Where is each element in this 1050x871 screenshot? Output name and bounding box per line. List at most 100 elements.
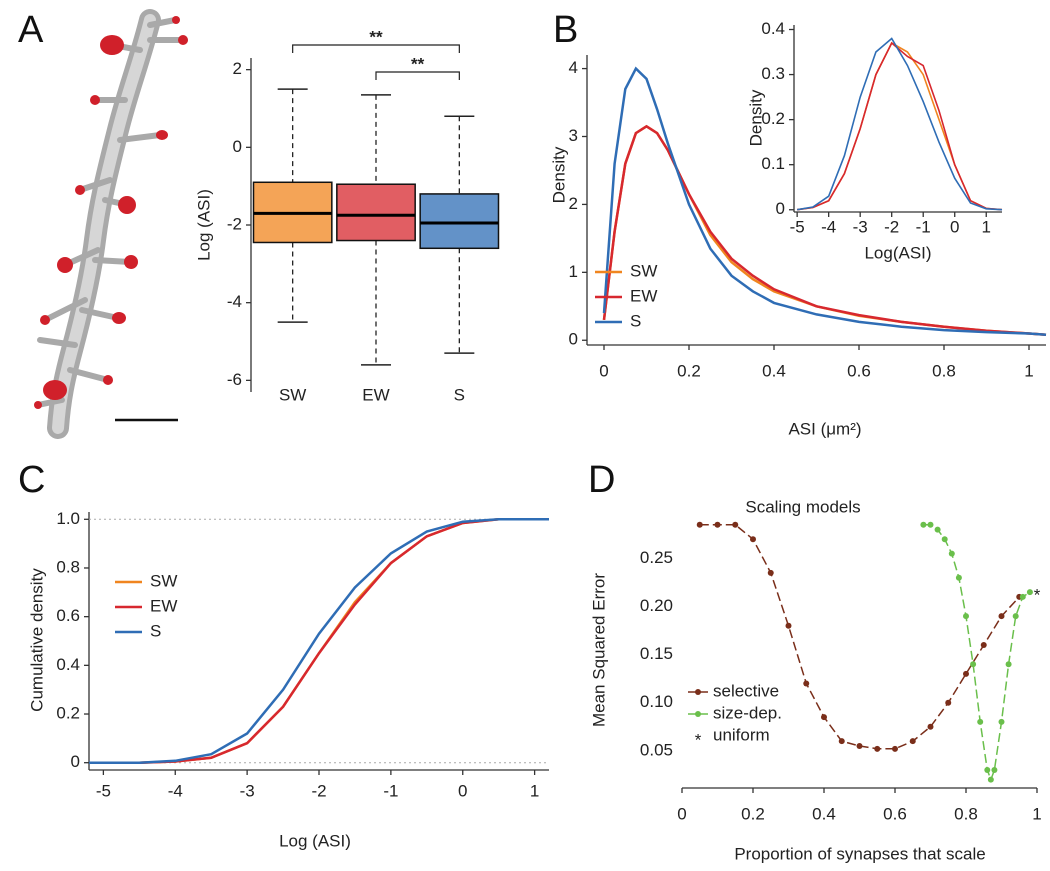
point	[892, 745, 898, 752]
y-tick-label: 1	[569, 262, 578, 281]
y-tick-label: 0.15	[640, 644, 673, 663]
legend-label: SW	[150, 571, 177, 590]
y-tick-label: 2	[233, 59, 242, 78]
x-tick-label: -5	[96, 781, 111, 800]
series-line	[923, 524, 1031, 782]
series-line	[797, 41, 1003, 211]
point	[927, 723, 934, 730]
point	[909, 738, 916, 745]
x-tick-label: 0.2	[677, 361, 701, 380]
point	[987, 776, 994, 783]
x-tick-label: -2	[311, 781, 326, 800]
x-tick-label: 0.2	[741, 804, 765, 823]
series-line	[89, 518, 549, 764]
legend-label: S	[630, 311, 641, 330]
x-tick-label: -3	[240, 781, 255, 800]
x-tick-label: 0	[677, 804, 686, 823]
y-tick-label: 0.6	[56, 606, 80, 625]
series-line	[602, 124, 1047, 337]
series-line	[797, 37, 1003, 211]
series-line	[89, 518, 549, 764]
point	[955, 574, 962, 581]
x-tick-label: -3	[853, 217, 868, 236]
y-tick-label: 0	[776, 199, 785, 218]
point	[948, 550, 955, 557]
point	[1005, 661, 1012, 668]
legend-label: uniform	[713, 725, 770, 744]
point	[984, 767, 991, 773]
x-axis-label: ASI (μm²)	[788, 419, 861, 438]
point	[970, 661, 977, 668]
panel-label: D	[588, 459, 615, 501]
y-tick-label: 0.4	[761, 19, 785, 38]
point	[920, 521, 927, 528]
x-tick-label: -4	[821, 217, 836, 236]
x-tick-label: -4	[168, 781, 183, 800]
point	[941, 536, 948, 543]
category-label: SW	[279, 385, 306, 404]
box	[336, 183, 416, 242]
point-marker: *	[1034, 586, 1041, 605]
significance-bracket	[292, 44, 460, 53]
panel-label: B	[553, 9, 578, 51]
y-tick-label: 0.25	[640, 548, 673, 567]
legend-label: SW	[630, 261, 657, 280]
x-tick-label: 0.4	[762, 361, 786, 380]
y-tick-label: 3	[569, 126, 578, 145]
y-tick-label: 0.3	[761, 64, 785, 83]
panel-label: A	[18, 9, 44, 51]
legend-dot	[695, 711, 701, 717]
point	[991, 767, 998, 773]
point	[980, 642, 987, 648]
point	[785, 622, 792, 629]
category-label: EW	[362, 385, 389, 404]
y-axis-label: Log (ASI)	[194, 189, 213, 261]
y-tick-label: 0	[71, 752, 80, 771]
legend-label: selective	[713, 681, 779, 700]
x-tick-label: 0.8	[932, 361, 956, 380]
legend-label: EW	[630, 286, 657, 305]
point	[934, 526, 941, 533]
x-axis-label: Log (ASI)	[279, 831, 351, 850]
point	[821, 714, 827, 721]
point	[998, 613, 1005, 620]
dendrite-render	[34, 9, 188, 439]
chart-title: Scaling models	[745, 497, 860, 516]
point	[927, 521, 934, 528]
y-tick-label: 0.4	[56, 655, 80, 674]
y-tick-label: 0.8	[56, 557, 80, 576]
y-tick-label: 0.2	[761, 109, 785, 128]
y-tick-label: -6	[227, 370, 242, 389]
y-axis-label: Density	[549, 146, 568, 203]
x-tick-label: -1	[916, 217, 931, 236]
y-tick-label: 0	[233, 137, 242, 156]
x-tick-label: -1	[383, 781, 398, 800]
point	[963, 670, 969, 677]
series-line	[602, 66, 1047, 337]
legend-marker: *	[695, 730, 702, 749]
point	[803, 680, 810, 687]
panel-label: C	[18, 459, 45, 501]
y-tick-label: 0.20	[640, 596, 673, 615]
point	[750, 536, 756, 543]
box	[419, 193, 500, 250]
y-tick-label: 0	[569, 330, 578, 349]
x-tick-label: 1	[1024, 361, 1033, 380]
point	[714, 521, 721, 528]
x-tick-label: 0.6	[847, 361, 871, 380]
point	[838, 738, 845, 745]
y-axis-label: Density	[746, 89, 765, 146]
point	[1019, 593, 1026, 600]
legend-label: size-dep.	[713, 703, 782, 722]
x-tick-label: 1	[982, 217, 991, 236]
y-tick-label: 0.2	[56, 704, 80, 723]
y-tick-label: 0.1	[761, 154, 785, 173]
legend-label: S	[150, 621, 161, 640]
y-tick-label: 0.10	[640, 692, 673, 711]
point	[998, 718, 1005, 725]
x-tick-label: 1	[1032, 804, 1041, 823]
point	[874, 745, 881, 752]
y-tick-label: 0.05	[640, 740, 673, 759]
x-tick-label: 0	[458, 781, 467, 800]
legend-dot	[695, 689, 701, 695]
